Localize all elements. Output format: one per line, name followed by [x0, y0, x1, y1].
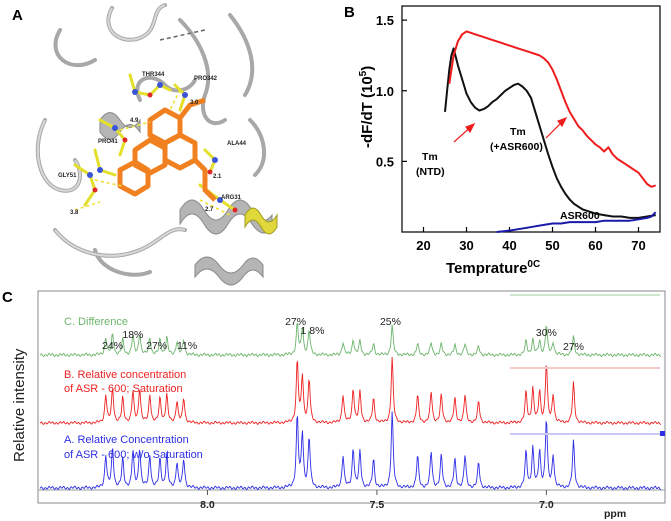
tm-arrows	[453, 116, 568, 143]
series-label-no-saturation: A. Relative Concentration	[64, 434, 189, 446]
trace-header-mark	[510, 367, 660, 369]
series-line-tm-ntd	[444, 47, 656, 219]
arrow-tm-ntd-head	[465, 122, 476, 134]
y-tick-label: 1.5	[376, 13, 394, 28]
x-tick-label: 70	[631, 238, 645, 253]
residue-label: GLY51	[58, 173, 77, 179]
residue-label: PRO41	[98, 139, 118, 145]
percent-label: 18%	[122, 329, 143, 341]
protein-structure-image: THR344 PRO342 PRO41 GLY51 ALA44 ARG31 4.…	[35, 3, 278, 286]
percent-label: 27%	[563, 341, 584, 353]
residue-label: ALA44	[227, 141, 247, 147]
annotation-tm-asr600-sub: (+ASR600)	[490, 141, 543, 153]
trace-header-marker	[660, 431, 665, 436]
distance-label: 3.8	[70, 210, 79, 216]
series-label-saturation: B. Relative concentration	[64, 369, 186, 381]
nmr-frame	[37, 290, 666, 504]
nmr-spectra-chart: 8.0 7.5 7.0 24%18%27% 11%27%1 8%25%30%27% C…	[11, 290, 666, 520]
distance-label: 3.0	[190, 100, 199, 106]
percent-label: 27%	[146, 340, 167, 352]
spectrum-trace-nosat	[39, 411, 662, 491]
x-axis-title-ppm: ppm	[604, 508, 626, 520]
y-tick-label: 0.5	[376, 154, 394, 169]
trace-header-marks	[510, 294, 665, 436]
ppm-tick-label: 7.0	[539, 499, 554, 511]
series-line-tm-asr	[448, 30, 657, 188]
panel-label-c: C	[2, 289, 13, 306]
trace-header-mark	[510, 433, 660, 435]
annotation-tm-ntd-sub: (NTD)	[416, 166, 445, 178]
x-tick-label: 60	[588, 238, 602, 253]
residue-label: THR344	[142, 72, 165, 78]
plot-frame	[401, 5, 661, 233]
annotation-tm-asr600: Tm	[510, 126, 526, 138]
distance-label: 2.1	[213, 174, 222, 180]
annotation-tm-ntd: Tm	[422, 151, 438, 163]
series-line-asr600	[496, 211, 657, 233]
y-axis-title: -dF/dT (105)	[358, 66, 376, 148]
x-tick-label: 30	[459, 238, 473, 253]
spectrum-trace-sat	[39, 356, 662, 426]
ppm-tick-label: 8.0	[200, 499, 215, 511]
panel-label-b: B	[344, 4, 355, 21]
distance-label: 4.9	[130, 118, 139, 124]
panel-label-a: A	[12, 7, 23, 24]
percent-label: 30%	[536, 327, 557, 339]
residue-label: PRO342	[194, 76, 218, 82]
spectrum-trace-diff	[39, 323, 662, 358]
series-label-saturation-2: of ASR - 600; Saturation	[64, 383, 183, 395]
series-label-difference: C. Difference	[64, 316, 128, 328]
x-tick-label: 40	[502, 238, 516, 253]
percent-label: 11%	[177, 340, 197, 352]
annotation-asr600: ASR600	[560, 210, 600, 222]
residue-label: ARG31	[221, 195, 242, 201]
x-tick-label: 50	[545, 238, 559, 253]
series-label-no-saturation-2: of ASR - 600; w/o Saturation	[64, 449, 203, 461]
percent-label: 24%	[102, 340, 123, 352]
trace-header-mark	[510, 294, 660, 296]
percent-label: 1 8%	[301, 325, 325, 337]
arrow-tm-asr600-head	[557, 116, 568, 128]
y-axis-title-relative-intensity: Relative intensity	[11, 348, 28, 462]
percent-label: 27%	[285, 316, 306, 328]
melting-curve-chart: 20 30 40 50 60 70 0.5 1.0 1.5 Tm (NTD) Tm (+ASR6…	[358, 5, 661, 277]
ppm-tick-label: 7.5	[370, 499, 385, 511]
x-tick-label: 20	[416, 238, 430, 253]
distance-label: 2.7	[205, 207, 214, 213]
y-tick-label: 1.0	[376, 84, 394, 99]
x-axis-title: Temprature0C	[446, 259, 540, 277]
percent-label: 25%	[380, 316, 401, 328]
